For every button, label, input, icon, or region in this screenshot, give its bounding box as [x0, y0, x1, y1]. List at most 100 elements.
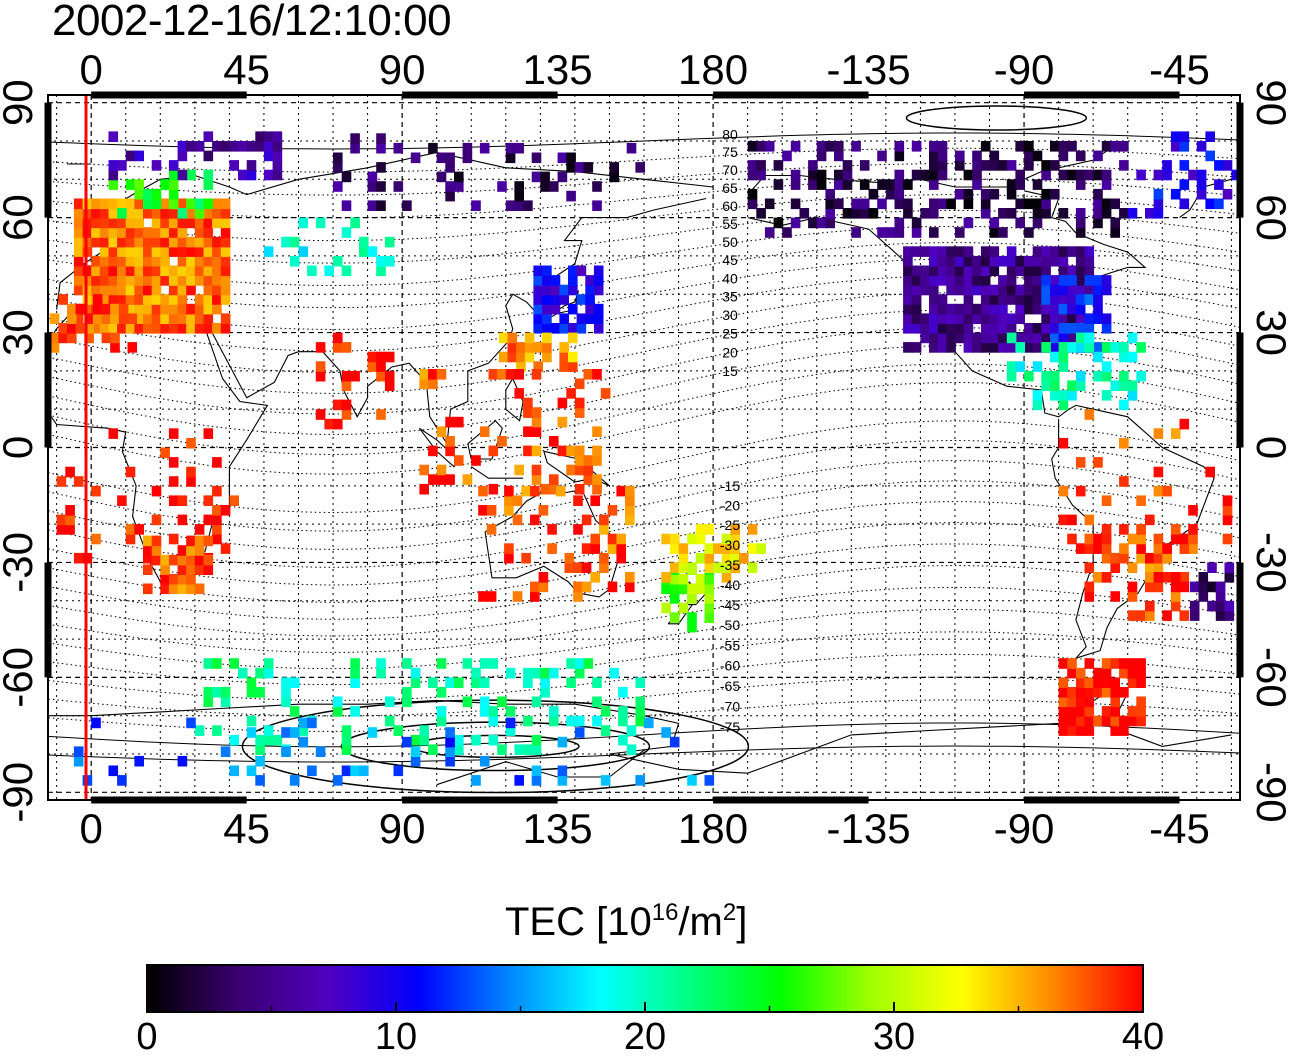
tec-cell: [1041, 323, 1051, 334]
tec-cell: [1084, 284, 1095, 296]
tec-cell: [479, 426, 490, 437]
tec-cell: [1093, 150, 1103, 162]
tec-cell: [929, 246, 939, 257]
tec-cell: [58, 294, 68, 305]
tec-cell: [428, 677, 438, 688]
tec-cell: [108, 428, 119, 439]
contour-label: -35: [720, 557, 740, 573]
tec-cell: [212, 514, 222, 526]
tec-cell: [1170, 141, 1181, 152]
tec-cell: [911, 294, 922, 305]
x-tick-label-bottom: -90: [994, 805, 1055, 852]
tec-cell: [117, 198, 127, 210]
tec-cell: [203, 227, 214, 238]
tec-cell: [367, 361, 378, 372]
tec-cell: [99, 294, 110, 305]
tec-cell: [263, 141, 274, 152]
tec-cell: [1015, 303, 1025, 315]
tec-cell: [315, 409, 326, 420]
tec-cell: [625, 495, 635, 506]
tec-cell: [581, 543, 592, 554]
tec-cell: [1153, 188, 1164, 200]
tec-cell: [592, 483, 602, 495]
tec-cell: [1198, 591, 1209, 602]
tec-cell: [756, 141, 766, 152]
tec-cell: [186, 437, 196, 449]
tec-cell: [929, 150, 939, 162]
tec-cell: [220, 313, 231, 324]
contour-label: -60: [720, 658, 740, 674]
tec-cell: [194, 217, 205, 229]
tec-cell: [186, 313, 196, 324]
tec-cell: [894, 227, 905, 238]
tec-cell: [903, 303, 913, 315]
tec-cell: [471, 775, 481, 786]
tec-cell: [574, 483, 585, 495]
tec-cell: [581, 581, 592, 593]
tec-cell: [790, 169, 801, 181]
tec-cell: [1119, 208, 1129, 219]
colorbar-tick-label: 30: [872, 1016, 916, 1058]
tec-cell: [454, 677, 464, 688]
tec-cell: [1119, 524, 1129, 535]
tec-cell: [479, 696, 490, 708]
tec-cell: [1067, 696, 1077, 708]
tec-cell: [151, 294, 162, 305]
tec-cell: [955, 323, 965, 334]
tec-cell: [625, 572, 635, 583]
tec-cell: [1041, 188, 1051, 200]
tec-cell: [507, 342, 518, 353]
tec-cell: [859, 198, 870, 210]
tec-cell: [151, 188, 162, 200]
tec-cell: [1084, 169, 1095, 181]
tec-cell: [547, 524, 557, 535]
tec-cell: [203, 284, 214, 296]
tec-cell: [151, 255, 162, 267]
tec-cell: [1050, 188, 1060, 200]
tec-cell: [445, 746, 455, 757]
tec-cell: [523, 667, 533, 679]
x-tick-label-top: -45: [1149, 46, 1210, 93]
tec-cell: [134, 294, 144, 305]
tec-cell: [376, 409, 386, 420]
tec-cell: [101, 313, 112, 324]
tec-cell: [1075, 255, 1086, 267]
tec-cell: [177, 313, 188, 324]
tec-cell: [445, 677, 455, 688]
tec-cell: [272, 169, 283, 181]
tec-cell: [160, 246, 170, 257]
tec-cell: [523, 744, 533, 755]
tec-cell: [488, 734, 499, 746]
tec-cell: [1032, 284, 1043, 296]
x-tick-label-top: -135: [827, 46, 911, 93]
tec-cell: [590, 495, 600, 506]
tec-cell: [1050, 380, 1060, 391]
tec-cell: [1110, 687, 1120, 698]
tec-cell: [125, 533, 136, 545]
tec-cell: [1136, 533, 1146, 545]
tec-cell: [91, 208, 101, 219]
tec-cell: [1188, 524, 1198, 535]
tec-cell: [1075, 677, 1086, 688]
tec-cell: [1067, 725, 1077, 736]
tec-cell: [498, 351, 509, 363]
tec-cell: [212, 275, 222, 286]
tec-cell: [1179, 533, 1190, 545]
tec-cell: [1136, 543, 1146, 554]
tec-cell: [894, 217, 905, 229]
tec-cell: [998, 227, 1008, 238]
tec-cell: [1067, 284, 1077, 296]
tec-cell: [203, 696, 214, 708]
tec-cell: [911, 265, 922, 277]
tec-cell: [576, 323, 587, 334]
tec-cell: [1015, 217, 1025, 229]
tec-cell: [661, 533, 671, 545]
x-tick-label-bottom: 135: [523, 805, 593, 852]
tec-cell: [125, 227, 136, 238]
tec-cell: [1032, 390, 1043, 401]
tec-cell: [402, 696, 412, 708]
tec-cell: [203, 564, 214, 575]
tec-cell: [903, 255, 913, 267]
tec-cell: [894, 141, 905, 152]
tec-cell: [713, 543, 723, 554]
